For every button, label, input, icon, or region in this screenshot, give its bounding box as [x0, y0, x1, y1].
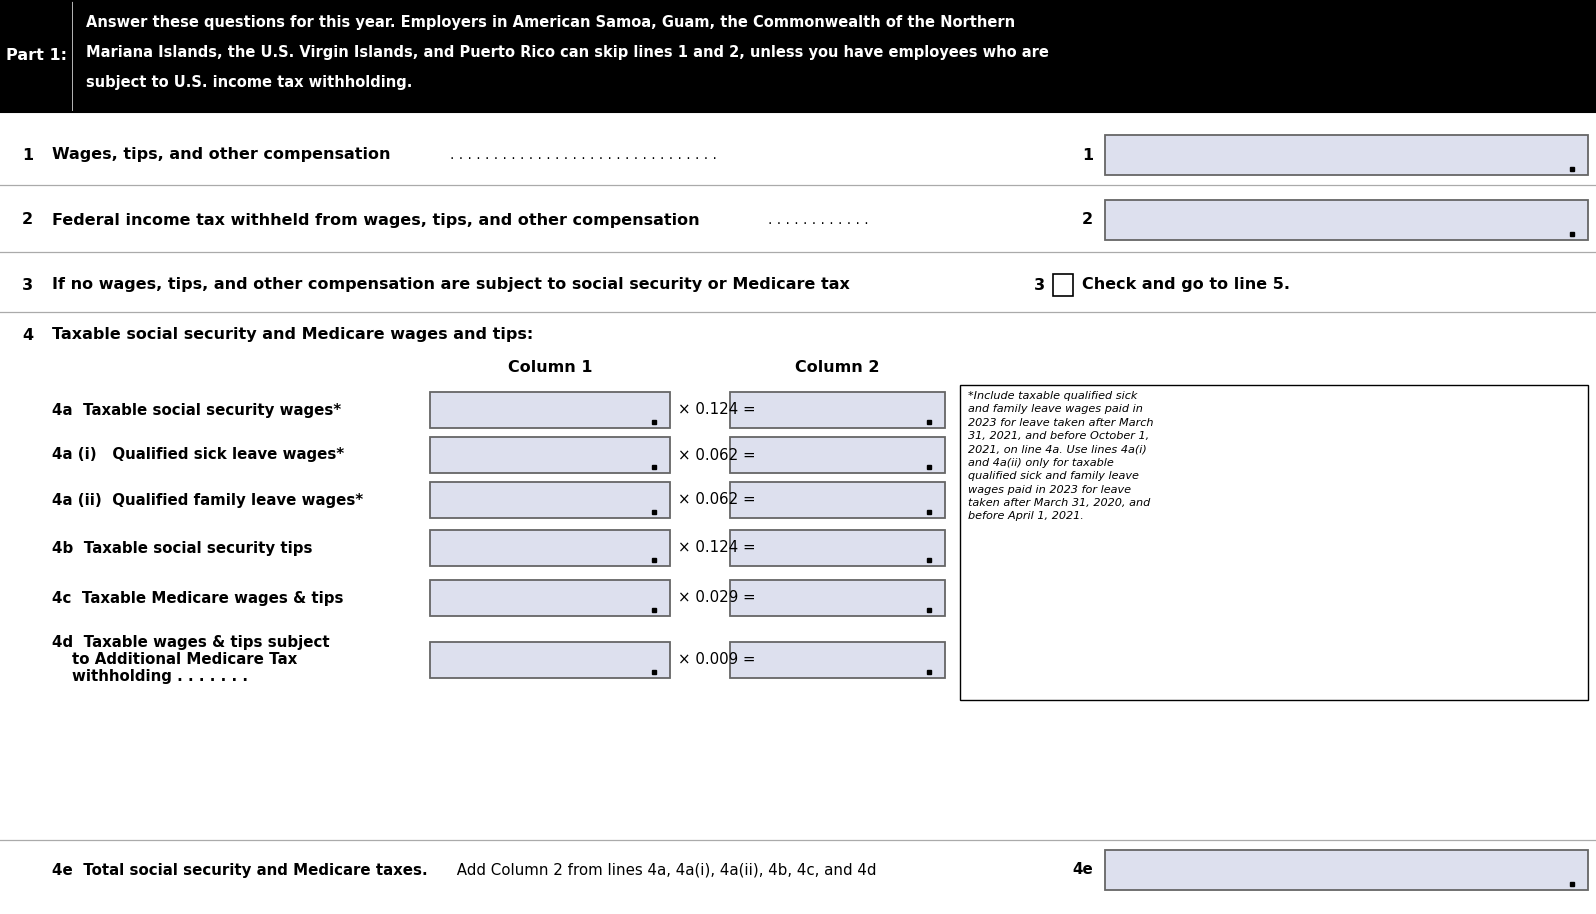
Bar [0, 0, 1596, 112]
Bar [729, 580, 945, 616]
Text: subject to U.S. income tax withholding.: subject to U.S. income tax withholding. [86, 75, 412, 90]
Bar [729, 392, 945, 428]
Text: 1: 1 [1082, 147, 1093, 163]
Text: If no wages, tips, and other compensation are subject to social security or Medi: If no wages, tips, and other compensatio… [53, 278, 851, 292]
Bar [429, 530, 670, 566]
Text: 4: 4 [22, 327, 34, 343]
Bar [1104, 135, 1588, 175]
Text: Column 2: Column 2 [795, 360, 879, 376]
Bar [429, 580, 670, 616]
Text: 4c  Taxable Medicare wages & tips: 4c Taxable Medicare wages & tips [53, 590, 343, 605]
Bar [429, 437, 670, 473]
Text: withholding . . . . . . .: withholding . . . . . . . [72, 669, 247, 685]
Text: × 0.062 =: × 0.062 = [678, 448, 755, 462]
Text: Federal income tax withheld from wages, tips, and other compensation: Federal income tax withheld from wages, … [53, 212, 699, 228]
Text: 4e: 4e [1073, 863, 1093, 877]
Bar [1104, 200, 1588, 240]
Text: × 0.062 =: × 0.062 = [678, 493, 755, 507]
Bar [429, 392, 670, 428]
Text: × 0.124 =: × 0.124 = [678, 540, 755, 556]
Text: × 0.009 =: × 0.009 = [678, 653, 755, 667]
Text: 3: 3 [1034, 278, 1045, 292]
Text: 4e  Total social security and Medicare taxes.: 4e Total social security and Medicare ta… [53, 863, 428, 877]
Text: to Additional Medicare Tax: to Additional Medicare Tax [72, 653, 297, 667]
Text: × 0.124 =: × 0.124 = [678, 402, 755, 418]
Bar [1053, 274, 1073, 296]
Bar [1104, 850, 1588, 890]
Bar [729, 530, 945, 566]
Bar [729, 642, 945, 678]
Text: 3: 3 [22, 278, 34, 292]
Text: Mariana Islands, the U.S. Virgin Islands, and Puerto Rico can skip lines 1 and 2: Mariana Islands, the U.S. Virgin Islands… [86, 45, 1049, 59]
Text: 4b  Taxable social security tips: 4b Taxable social security tips [53, 540, 313, 556]
Text: Answer these questions for this year. Employers in American Samoa, Guam, the Com: Answer these questions for this year. Em… [86, 15, 1015, 29]
Bar [729, 437, 945, 473]
Text: . . . . . . . . . . . . . . . . . . . . . . . . . . . . . . .: . . . . . . . . . . . . . . . . . . . . … [450, 148, 717, 162]
Bar [429, 642, 670, 678]
Text: Part 1:: Part 1: [5, 48, 67, 63]
Text: 2: 2 [22, 212, 34, 228]
Text: × 0.029 =: × 0.029 = [678, 590, 755, 605]
Text: 2: 2 [1082, 212, 1093, 228]
Bar [729, 482, 945, 518]
Text: 4a  Taxable social security wages*: 4a Taxable social security wages* [53, 402, 342, 418]
Text: *Include taxable qualified sick
and family leave wages paid in
2023 for leave ta: *Include taxable qualified sick and fami… [969, 391, 1154, 521]
Text: Wages, tips, and other compensation: Wages, tips, and other compensation [53, 147, 391, 163]
Text: Add Column 2 from lines 4a, 4a(i), 4a(ii), 4b, 4c, and 4d: Add Column 2 from lines 4a, 4a(i), 4a(ii… [452, 863, 876, 877]
Text: 4a (i)   Qualified sick leave wages*: 4a (i) Qualified sick leave wages* [53, 448, 345, 462]
Text: . . . . . . . . . . . .: . . . . . . . . . . . . [768, 213, 868, 227]
Bar [429, 482, 670, 518]
Text: Taxable social security and Medicare wages and tips:: Taxable social security and Medicare wag… [53, 327, 533, 343]
Text: 4d  Taxable wages & tips subject: 4d Taxable wages & tips subject [53, 635, 330, 651]
Text: Check and go to line 5.: Check and go to line 5. [1082, 278, 1290, 292]
Bar [961, 385, 1588, 700]
Text: 1: 1 [22, 147, 34, 163]
Text: Column 1: Column 1 [508, 360, 592, 376]
Text: 4a (ii)  Qualified family leave wages*: 4a (ii) Qualified family leave wages* [53, 493, 364, 507]
